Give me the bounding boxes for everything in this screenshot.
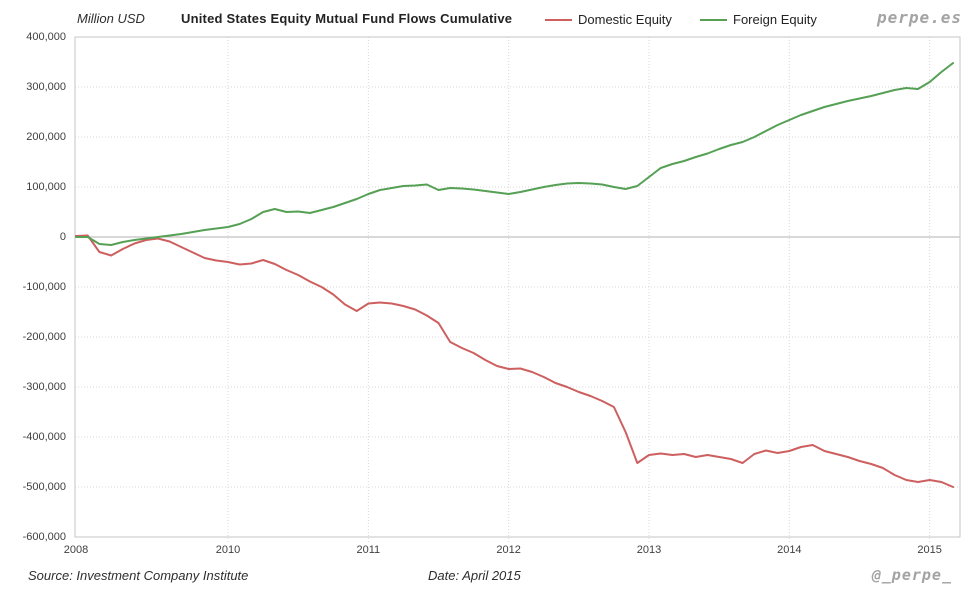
y-tick-label: -600,000 bbox=[22, 531, 66, 543]
x-tick-label: 2012 bbox=[496, 544, 521, 556]
y-tick-label: -500,000 bbox=[22, 481, 66, 493]
date-note: Date: April 2015 bbox=[428, 568, 521, 583]
y-tick-label: -400,000 bbox=[22, 431, 66, 443]
x-tick-label: 2010 bbox=[215, 544, 241, 556]
y-tick-label: -200,000 bbox=[22, 331, 66, 343]
y-tick-label: 100,000 bbox=[26, 181, 66, 193]
x-tick-label: 2011 bbox=[356, 544, 381, 556]
plot-border bbox=[74, 36, 961, 538]
twitter-handle: @_perpe_ bbox=[871, 566, 952, 584]
foreign-equity-line bbox=[75, 62, 955, 246]
y-tick-label: 300,000 bbox=[26, 81, 66, 93]
legend-label-foreign-equity: Foreign Equity bbox=[733, 12, 817, 27]
legend-item-foreign-equity: Foreign Equity bbox=[700, 12, 817, 27]
y-tick-label: 400,000 bbox=[26, 31, 66, 43]
y-tick-label: 0 bbox=[59, 231, 66, 243]
x-tick-label: 2014 bbox=[777, 544, 802, 556]
x-tick-label: 2013 bbox=[636, 544, 662, 556]
legend-label-domestic-equity: Domestic Equity bbox=[578, 12, 672, 27]
brand-logo: perpe.es bbox=[876, 8, 962, 27]
domestic-equity-line-swatch bbox=[545, 18, 572, 21]
source-note: Source: Investment Company Institute bbox=[28, 568, 249, 583]
y-axis-units-label: Million USD bbox=[77, 11, 145, 26]
y-tick-label: -300,000 bbox=[22, 381, 66, 393]
chart-title: United States Equity Mutual Fund Flows C… bbox=[181, 11, 513, 26]
legend-item-domestic-equity: Domestic Equity bbox=[545, 12, 672, 27]
domestic-equity-line bbox=[75, 234, 955, 488]
foreign-equity-line-swatch bbox=[700, 18, 727, 21]
y-tick-label: 200,000 bbox=[26, 131, 66, 143]
x-tick-label: 2015 bbox=[917, 544, 942, 556]
x-tick-label: 2008 bbox=[63, 544, 89, 556]
y-tick-label: -100,000 bbox=[22, 281, 66, 293]
